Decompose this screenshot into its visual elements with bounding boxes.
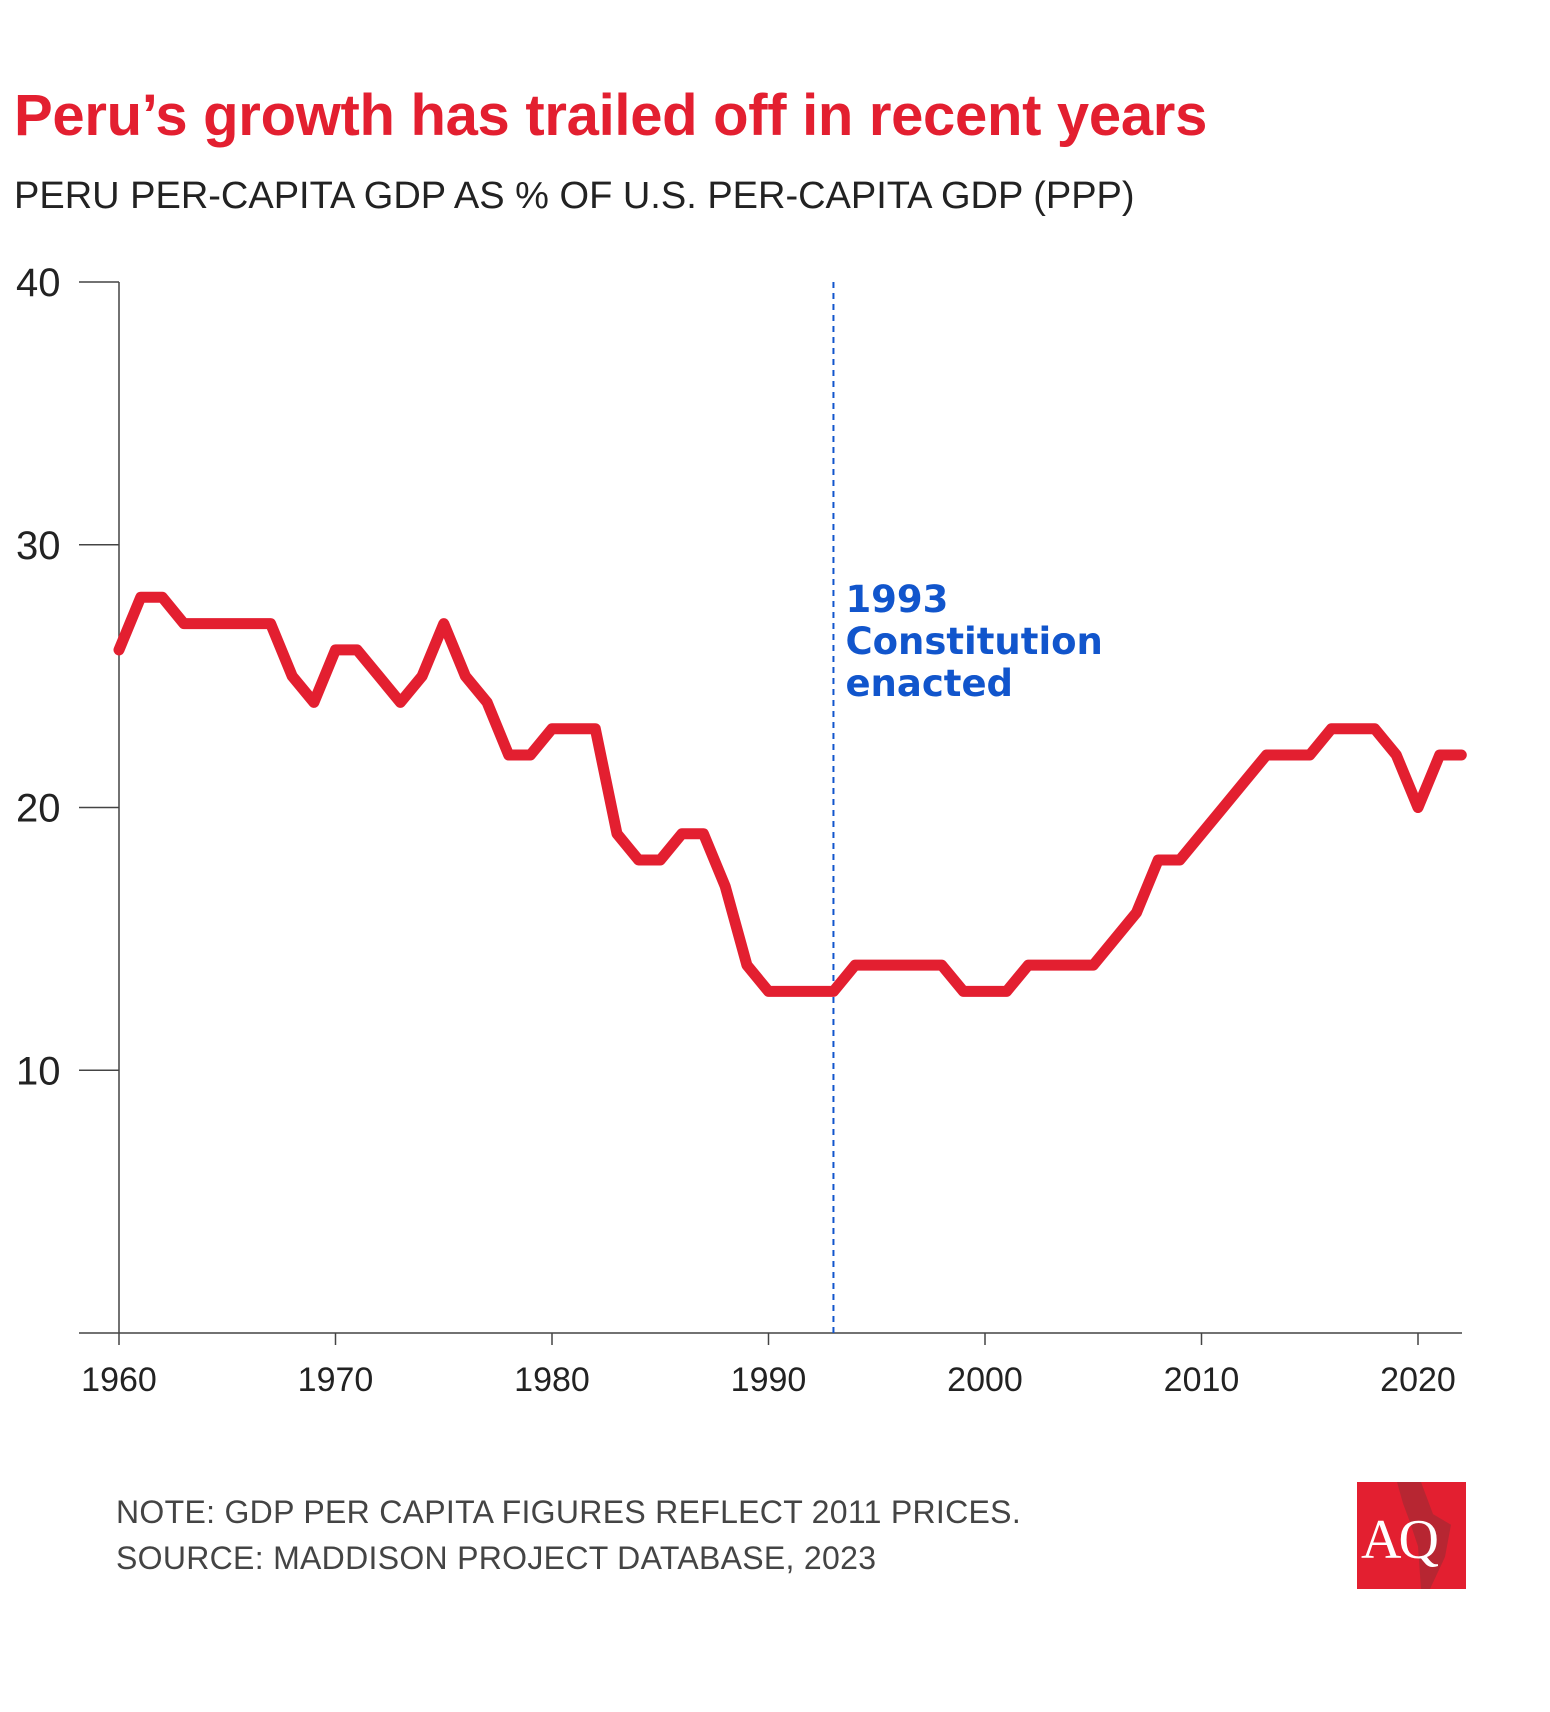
y-tick-label: 10 bbox=[16, 1049, 61, 1093]
chart-subtitle: PERU PER-CAPITA GDP AS % OF U.S. PER-CAP… bbox=[14, 175, 1135, 217]
axes bbox=[79, 281, 1462, 1345]
data-points bbox=[118, 597, 1462, 992]
x-tick-label: 1980 bbox=[514, 1361, 590, 1399]
aq-logo: AQ bbox=[1357, 1482, 1466, 1589]
tick-labels: 10 20 30 40 1960 1970 1980 1990 2000 2010 2020 bbox=[16, 261, 1456, 1399]
line-chart: 10 20 30 40 1960 1970 1980 1990 2000 2010 2020 199… bbox=[16, 261, 1467, 1399]
x-tick-label: 1960 bbox=[81, 1361, 157, 1399]
chart-title: Peru’s growth has trailed off in recent … bbox=[14, 83, 1208, 148]
y-tick-label: 20 bbox=[16, 787, 61, 831]
x-tick-label: 1970 bbox=[298, 1361, 374, 1399]
annotation-label-1: 1993 bbox=[845, 578, 948, 621]
x-tick-label: 2010 bbox=[1164, 1361, 1240, 1399]
annotation-label-2: Constitution bbox=[845, 620, 1102, 663]
series-line bbox=[113, 591, 1467, 997]
x-tick-label: 2000 bbox=[947, 1361, 1023, 1399]
y-tick-label: 40 bbox=[16, 261, 61, 305]
source-text: SOURCE: MADDISON PROJECT DATABASE, 2023 bbox=[116, 1540, 877, 1576]
x-tick-label: 2020 bbox=[1380, 1361, 1456, 1399]
note-text: NOTE: GDP PER CAPITA FIGURES REFLECT 201… bbox=[116, 1494, 1022, 1530]
x-tick-label: 1990 bbox=[731, 1361, 807, 1399]
annotation-label-3: enacted bbox=[845, 662, 1013, 705]
y-tick-label: 30 bbox=[16, 524, 61, 568]
